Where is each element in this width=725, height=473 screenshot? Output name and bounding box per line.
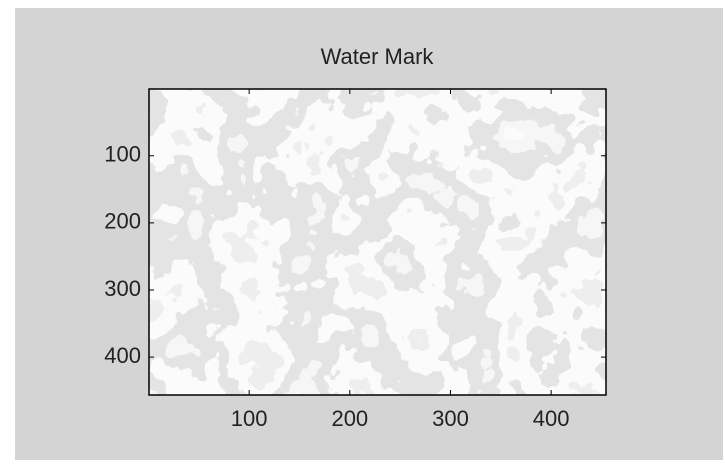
- y-tick-label: 400: [104, 343, 141, 368]
- x-tick-label: 200: [331, 406, 368, 431]
- x-tick-label: 400: [533, 406, 570, 431]
- x-tick-label: 100: [231, 406, 268, 431]
- x-tick-label: 300: [432, 406, 469, 431]
- y-tick-label: 200: [104, 209, 141, 234]
- y-tick-label: 300: [104, 276, 141, 301]
- y-tick-label: 100: [104, 142, 141, 167]
- chart-title: Water Mark: [321, 44, 435, 69]
- axes-box: [148, 88, 607, 396]
- image: [149, 89, 606, 395]
